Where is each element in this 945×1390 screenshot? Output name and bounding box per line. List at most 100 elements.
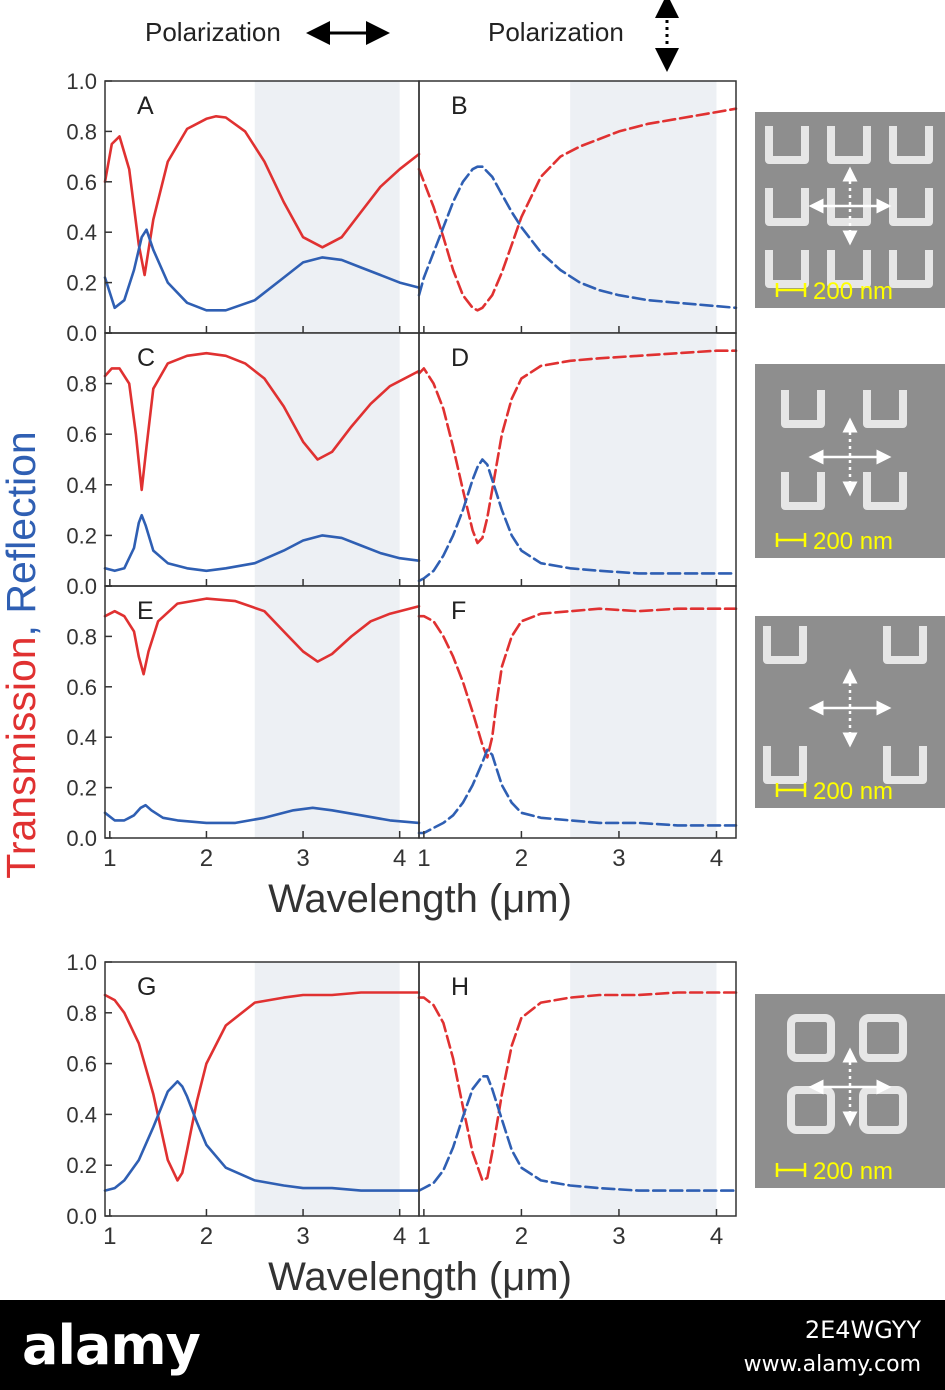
y-tick-label: 0.8	[66, 1001, 97, 1026]
x-tick-label: 2	[200, 1223, 213, 1250]
reflection-line	[417, 165, 738, 310]
reflection-line	[417, 1075, 738, 1192]
shaded-band	[570, 81, 717, 333]
transmission-line	[417, 349, 738, 545]
nanostructure-u	[883, 746, 927, 784]
nanostructure-u	[883, 626, 927, 664]
x-tick-label: 3	[612, 1223, 625, 1250]
y-tick-label: 1.0	[66, 69, 97, 94]
panel-label: G	[137, 973, 156, 1001]
reflection-line	[417, 748, 738, 835]
y-tick-label: 0.6	[66, 170, 97, 195]
reflection-line	[417, 458, 738, 583]
scale-label: 200 nm	[813, 278, 893, 305]
nanostructure-u	[765, 188, 809, 226]
sem-images: 200 nm 200 nm 200 nm 200 nm	[755, 112, 945, 1188]
nanostructure-u	[889, 126, 933, 164]
y-tick-label: 0.0	[66, 321, 97, 346]
panel-d: D	[417, 332, 738, 587]
transmission-line	[103, 351, 421, 492]
y-tick-label: 0.2	[66, 523, 97, 548]
shaded-band	[254, 962, 400, 1216]
nanostructure-u	[765, 126, 809, 164]
nanostructure-u	[863, 472, 907, 510]
reflection-line	[103, 1080, 421, 1192]
y-tick-label: 0.4	[66, 220, 97, 245]
x-tick-label: 4	[393, 845, 406, 872]
nanostructure-square	[787, 1014, 835, 1062]
transmission-line	[417, 107, 738, 312]
sem-image-2: 200 nm	[755, 364, 945, 558]
reflection-line	[103, 513, 421, 573]
y-tick-label: 0.0	[66, 826, 97, 851]
y-tick-label: 0.0	[66, 574, 97, 599]
x-tick-label: 4	[710, 1223, 723, 1250]
x-tick-label: 4	[393, 1223, 406, 1250]
figure: Polarization Polarization Transmission, …	[0, 0, 945, 1299]
nanostructure-u	[781, 390, 825, 428]
y-tick-label: 1.0	[66, 950, 97, 975]
panel-label: C	[137, 344, 155, 372]
y-tick-label: 0.8	[66, 624, 97, 649]
image-id: 2E4WGYY	[804, 1316, 921, 1344]
y-tick-label: 0.6	[66, 675, 97, 700]
reflection-line	[103, 803, 421, 825]
alamy-logo: alamy	[22, 1314, 201, 1377]
panel-b: B	[417, 80, 738, 334]
x-tick-label: 1	[103, 845, 116, 872]
x-tick-label: 3	[296, 845, 309, 872]
y-tick-label: 0.2	[66, 1153, 97, 1178]
y-tick-label: 0.6	[66, 422, 97, 447]
shaded-band	[570, 333, 717, 586]
y-axis-label-reflection: Reflection	[0, 431, 44, 613]
x-axis-label-bottom: Wavelength (μm)	[268, 1255, 572, 1299]
panel-g: G	[103, 961, 421, 1217]
x-axis-label-top: Wavelength (μm)	[268, 877, 572, 921]
y-tick-label: 0.8	[66, 119, 97, 144]
panel-e: E	[103, 585, 421, 839]
y-axis-label-separator: ,	[0, 614, 44, 637]
nanostructure-square	[859, 1014, 907, 1062]
y-tick-label: 0.6	[66, 1052, 97, 1077]
nanostructure-u	[763, 746, 807, 784]
nanostructure-u	[827, 126, 871, 164]
scale-label: 200 nm	[813, 778, 893, 805]
nanostructure-u	[781, 472, 825, 510]
nanostructure-u	[765, 250, 809, 288]
panel-label: A	[137, 92, 154, 120]
sem-image-1: 200 nm	[755, 112, 945, 308]
plot-area: A B C D E F G H 0.0 0.2 0.4 0.6 0.8 1.0 0.0 0.2 0.4 0.6 0.…	[66, 69, 738, 1250]
y-axis-label-transmission: Transmission	[0, 636, 44, 878]
sem-image-3: 200 nm	[755, 616, 945, 808]
x-tick-label: 4	[710, 845, 723, 872]
x-tick-label: 2	[515, 845, 528, 872]
y-tick-label: 0.4	[66, 473, 97, 498]
x-tick-label: 1	[417, 845, 430, 872]
scale-label: 200 nm	[813, 528, 893, 555]
panel-a: A	[103, 80, 421, 334]
x-tick-label: 3	[612, 845, 625, 872]
y-tick-label: 0.8	[66, 372, 97, 397]
panel-label: E	[137, 597, 154, 625]
polarization-label-horizontal: Polarization	[145, 17, 281, 47]
shaded-band	[570, 586, 717, 838]
panel-frame	[418, 961, 737, 1217]
panel-f: F	[417, 585, 738, 839]
shaded-band	[570, 962, 717, 1216]
shaded-band	[254, 81, 400, 333]
y-axis-label: Transmission, Reflection	[0, 431, 44, 878]
panel-label: H	[451, 973, 469, 1001]
y-tick-label: 0.2	[66, 271, 97, 296]
watermark-footer: alamy 2E4WGYY www.alamy.com	[0, 1300, 945, 1390]
nanostructure-u	[827, 250, 871, 288]
scale-label: 200 nm	[813, 1158, 893, 1185]
x-tick-label: 2	[515, 1223, 528, 1250]
site-url: www.alamy.com	[743, 1352, 921, 1377]
panel-label: D	[451, 344, 469, 372]
panel-frame	[418, 585, 737, 839]
panel-label: F	[451, 597, 466, 625]
transmission-line	[417, 991, 738, 1182]
panel-label: B	[451, 92, 468, 120]
x-tick-label: 3	[296, 1223, 309, 1250]
polarization-label-vertical: Polarization	[488, 17, 624, 47]
